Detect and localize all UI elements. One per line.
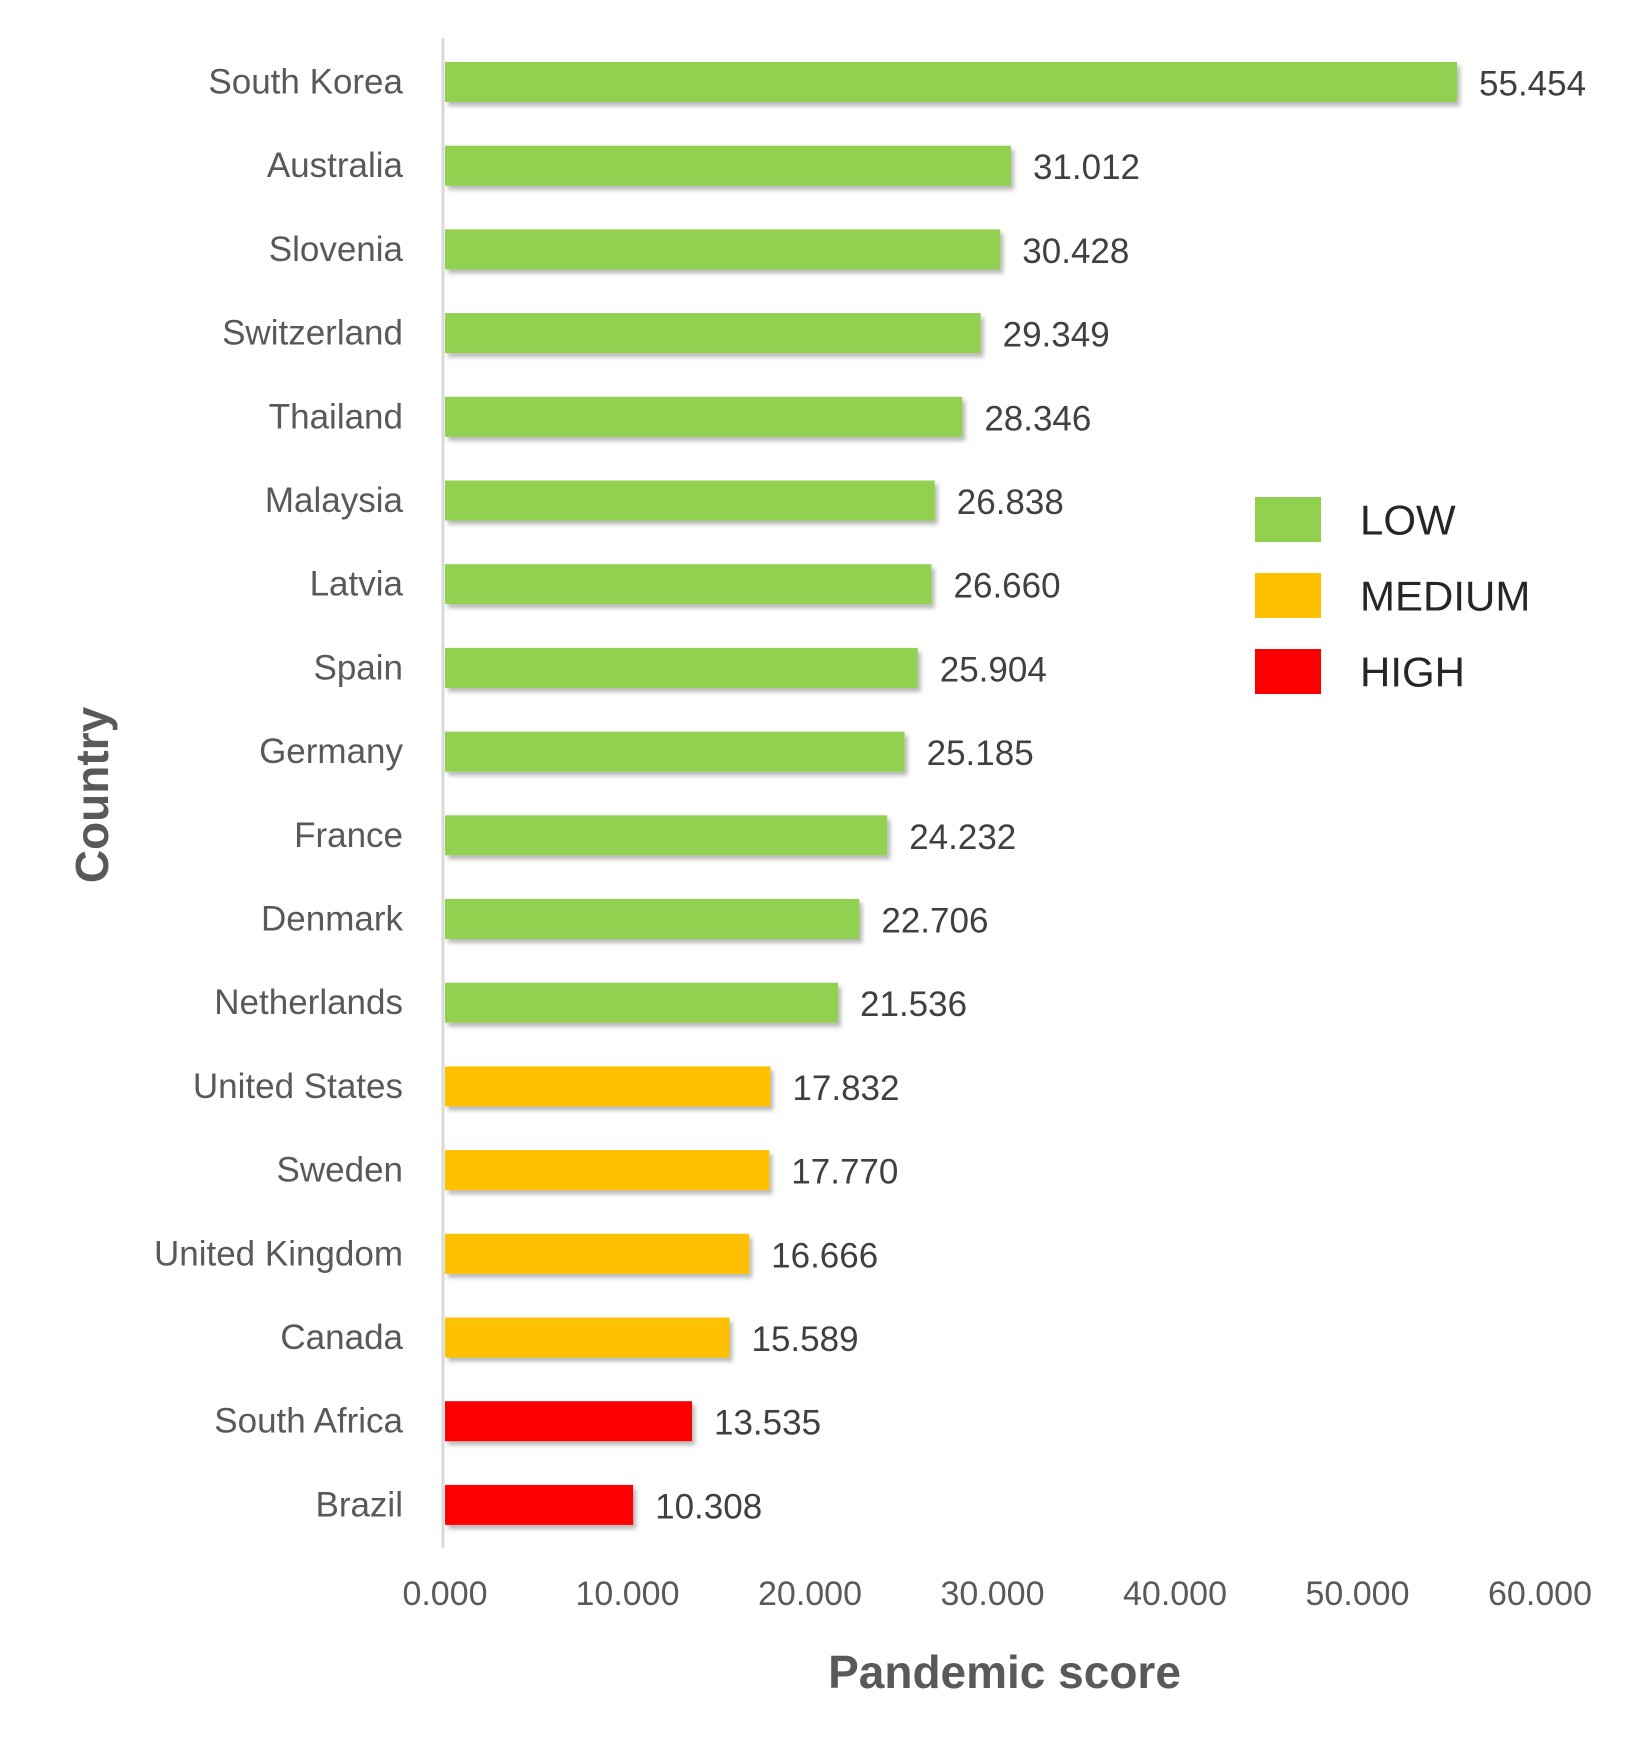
bars-group [445,62,1458,1525]
data-label: 31.012 [1033,148,1140,187]
bar-denmark [445,899,860,939]
category-label: France [294,816,403,855]
x-axis-title: Pandemic score [828,1646,1181,1698]
category-label: Brazil [315,1485,403,1524]
category-label: Slovenia [269,230,404,269]
category-label: Germany [259,732,403,771]
data-label: 17.770 [791,1153,898,1192]
bar-france [445,815,888,856]
bar-australia [445,145,1011,186]
data-label: 16.666 [771,1236,878,1275]
x-tick-labels: 0.000 10.000 20.000 30.000 40.000 50.000 60.00… [402,1575,1592,1613]
bar-united-states [445,1066,771,1107]
legend: LOW MEDIUM HIGH [1255,497,1530,696]
category-label: Malaysia [265,481,404,520]
legend-label-medium: MEDIUM [1360,573,1530,620]
data-label: 21.536 [860,985,967,1024]
category-label: South Africa [214,1402,403,1441]
x-tick-label: 20.000 [758,1575,862,1613]
bar-south-korea [445,62,1458,102]
legend-label-low: LOW [1360,497,1456,544]
legend-label-high: HIGH [1360,649,1465,696]
x-tick-label: 60.000 [1488,1575,1592,1613]
category-label: Thailand [269,397,403,436]
data-label: 22.706 [881,902,988,941]
x-tick-label: 10.000 [576,1575,680,1613]
data-label: 25.904 [940,650,1047,689]
data-label: 29.349 [1003,316,1110,355]
bar-south-africa [445,1401,693,1442]
data-label: 24.232 [909,818,1016,857]
category-label: Switzerland [222,314,403,353]
category-label: Denmark [261,900,403,939]
bar-latvia [445,564,932,605]
data-label: 17.832 [792,1069,899,1108]
y-axis-title: Country [66,706,118,883]
bar-united-kingdom [445,1233,750,1274]
category-label: Spain [313,648,403,687]
bar-brazil [445,1484,634,1525]
legend-swatch-high [1255,649,1321,694]
bar-spain [445,647,918,688]
data-label: 30.428 [1022,232,1129,271]
x-tick-label: 0.000 [402,1575,487,1613]
category-label: Australia [267,146,404,185]
category-labels: South Korea Australia Slovenia Switzerland T… [154,63,404,1525]
x-tick-label: 30.000 [941,1575,1045,1613]
data-label: 15.589 [751,1320,858,1359]
data-label: 28.346 [984,399,1091,438]
x-tick-label: 40.000 [1123,1575,1227,1613]
data-label: 26.838 [957,483,1064,522]
category-label: Canada [280,1318,403,1357]
category-label: Latvia [310,565,404,604]
data-label: 13.535 [714,1404,821,1443]
data-label: 55.454 [1479,65,1586,104]
category-label: South Korea [208,63,403,102]
bar-germany [445,731,905,772]
bar-sweden [445,1150,770,1191]
data-label: 25.185 [927,734,1034,773]
legend-swatch-medium [1255,573,1321,618]
bar-malaysia [445,480,935,521]
bar-thailand [445,396,963,437]
legend-swatch-low [1255,497,1321,542]
category-label: United States [193,1067,403,1106]
data-label: 26.660 [954,567,1061,606]
bar-canada [445,1317,730,1358]
bar-switzerland [445,313,981,354]
data-label: 10.308 [655,1487,762,1526]
category-label: Sweden [277,1151,403,1190]
bar-slovenia [445,229,1001,270]
bar-netherlands [445,982,839,1023]
x-tick-label: 50.000 [1306,1575,1410,1613]
category-label: Netherlands [214,983,403,1022]
category-label: United Kingdom [154,1234,403,1273]
value-labels: 55.454 31.012 30.428 29.349 28.346 26.838 26.6… [655,65,1586,1527]
